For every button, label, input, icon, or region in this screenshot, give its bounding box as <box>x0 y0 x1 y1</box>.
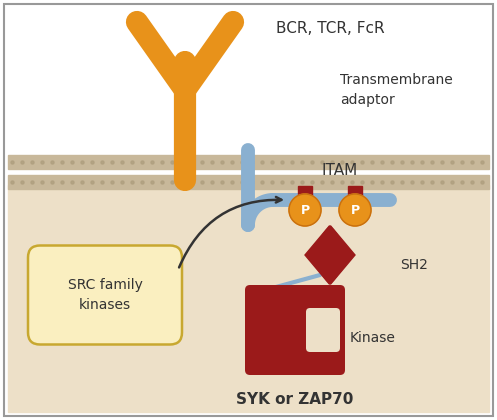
Text: SH2: SH2 <box>400 258 428 272</box>
Text: SRC family
kinases: SRC family kinases <box>68 278 143 312</box>
Text: SYK or ZAP70: SYK or ZAP70 <box>236 392 354 407</box>
Text: Transmembrane
adaptor: Transmembrane adaptor <box>340 73 453 107</box>
Circle shape <box>289 194 321 226</box>
FancyBboxPatch shape <box>245 285 345 375</box>
Text: P: P <box>301 204 310 216</box>
Bar <box>348 186 362 214</box>
Bar <box>8 155 489 169</box>
Bar <box>8 175 489 189</box>
FancyBboxPatch shape <box>306 308 340 352</box>
Text: BCR, TCR, FcR: BCR, TCR, FcR <box>276 21 384 36</box>
Bar <box>298 186 312 214</box>
Text: ITAM: ITAM <box>322 163 358 178</box>
Bar <box>8 185 489 412</box>
FancyBboxPatch shape <box>28 246 182 344</box>
Text: Kinase: Kinase <box>350 331 396 345</box>
Wedge shape <box>305 226 343 284</box>
Wedge shape <box>317 226 355 284</box>
Circle shape <box>339 194 371 226</box>
Text: P: P <box>350 204 359 216</box>
